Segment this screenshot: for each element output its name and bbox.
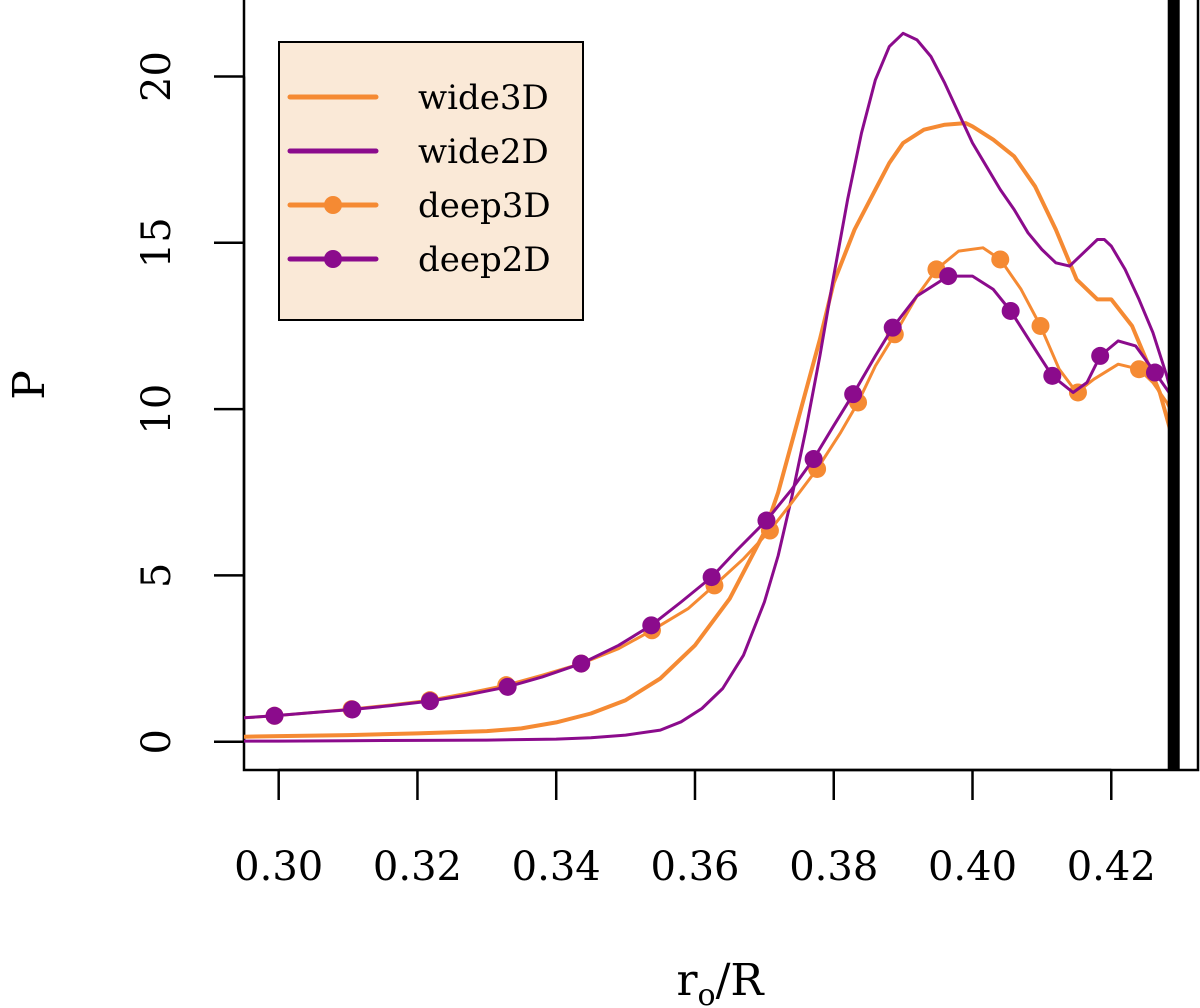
- series-point-deep3D: [1068, 383, 1087, 402]
- x-tick-label: 0.36: [650, 844, 739, 890]
- series-point-deep2D: [1043, 366, 1062, 385]
- series-line-wide3D: [244, 121, 1176, 739]
- series-point-deep2D: [939, 267, 958, 286]
- series-wide2D: [244, 31, 1176, 743]
- legend-box: [278, 41, 584, 321]
- legend-entry-wide2D: wide2D: [287, 132, 549, 172]
- series-point-deep3D: [1130, 360, 1149, 379]
- series-point-deep2D: [498, 677, 517, 696]
- x-tick-label: 0.30: [234, 844, 323, 890]
- x-tick-label: 0.40: [928, 844, 1017, 890]
- series-deep2D: [244, 267, 1176, 725]
- x-tick-label: 0.34: [512, 844, 601, 890]
- series-point-deep2D: [420, 692, 439, 711]
- series-point-deep2D: [265, 706, 284, 725]
- legend-swatch-marker: [324, 196, 342, 214]
- series-point-deep3D: [1031, 316, 1050, 335]
- y-tick-label: 5: [134, 563, 180, 588]
- y-tick-label: 20: [134, 51, 180, 102]
- x-axis: 0.30 0.32 0.34 0.36 0.38 0.40 0.42: [234, 768, 1156, 890]
- x-axis-title-main: r: [676, 955, 698, 1006]
- series-line-deep2D: [244, 274, 1176, 720]
- legend-entry-wide3D: wide3D: [287, 78, 549, 118]
- series-point-deep2D: [757, 511, 776, 530]
- y-axis: 0 5 10 15 20: [134, 51, 246, 754]
- legend: wide3D wide2D deep3D deep2D: [278, 41, 584, 321]
- series-layer: [244, 31, 1176, 743]
- y-tick-label: 10: [134, 384, 180, 435]
- series-line-wide2D: [244, 31, 1176, 743]
- series-point-deep2D: [1001, 301, 1020, 320]
- legend-label: wide2D: [418, 132, 549, 172]
- y-axis-title: P: [4, 370, 55, 400]
- legend-label: deep2D: [418, 240, 551, 280]
- series-point-deep2D: [572, 654, 591, 673]
- legend-entry-deep2D: deep2D: [287, 240, 551, 280]
- legend-label: wide3D: [418, 78, 549, 118]
- x-axis-title-subscript: o: [698, 978, 716, 1008]
- x-tick-label: 0.42: [1067, 844, 1156, 890]
- series-wide3D: [244, 121, 1176, 739]
- y-tick-label: 0: [134, 729, 180, 754]
- series-point-deep2D: [642, 616, 661, 635]
- y-tick-label: 15: [134, 217, 180, 268]
- series-point-deep2D: [343, 700, 362, 719]
- series-point-deep2D: [804, 450, 823, 469]
- legend-label: deep3D: [418, 186, 551, 226]
- legend-swatch-marker: [324, 250, 342, 268]
- x-tick-label: 0.38: [789, 844, 878, 890]
- series-point-deep2D: [1145, 363, 1164, 382]
- x-tick-label: 0.32: [373, 844, 462, 890]
- legend-entry-deep3D: deep3D: [287, 186, 551, 226]
- series-point-deep2D: [702, 568, 721, 587]
- series-point-deep2D: [883, 318, 902, 337]
- series-point-deep3D: [991, 250, 1010, 269]
- series-point-deep2D: [1091, 346, 1110, 365]
- x-axis-title-rest: /R: [716, 955, 766, 1006]
- x-axis-title: ro/R: [676, 955, 765, 1008]
- series-point-deep2D: [844, 385, 863, 404]
